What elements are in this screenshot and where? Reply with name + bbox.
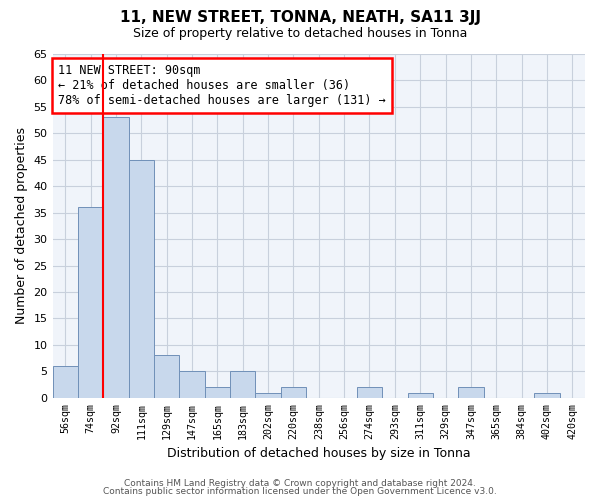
Bar — [281, 387, 306, 398]
Bar — [154, 356, 179, 398]
Bar — [458, 387, 484, 398]
Bar — [230, 372, 256, 398]
Y-axis label: Number of detached properties: Number of detached properties — [15, 128, 28, 324]
Bar — [103, 118, 128, 398]
Text: 11, NEW STREET, TONNA, NEATH, SA11 3JJ: 11, NEW STREET, TONNA, NEATH, SA11 3JJ — [119, 10, 481, 25]
Text: Contains HM Land Registry data © Crown copyright and database right 2024.: Contains HM Land Registry data © Crown c… — [124, 478, 476, 488]
Bar — [357, 387, 382, 398]
Bar — [407, 392, 433, 398]
Bar — [78, 208, 103, 398]
X-axis label: Distribution of detached houses by size in Tonna: Distribution of detached houses by size … — [167, 447, 470, 460]
Text: 11 NEW STREET: 90sqm
← 21% of detached houses are smaller (36)
78% of semi-detac: 11 NEW STREET: 90sqm ← 21% of detached h… — [58, 64, 386, 108]
Text: Contains public sector information licensed under the Open Government Licence v3: Contains public sector information licen… — [103, 487, 497, 496]
Bar — [53, 366, 78, 398]
Bar — [534, 392, 560, 398]
Text: Size of property relative to detached houses in Tonna: Size of property relative to detached ho… — [133, 28, 467, 40]
Bar — [179, 372, 205, 398]
Bar — [128, 160, 154, 398]
Bar — [205, 387, 230, 398]
Bar — [256, 392, 281, 398]
